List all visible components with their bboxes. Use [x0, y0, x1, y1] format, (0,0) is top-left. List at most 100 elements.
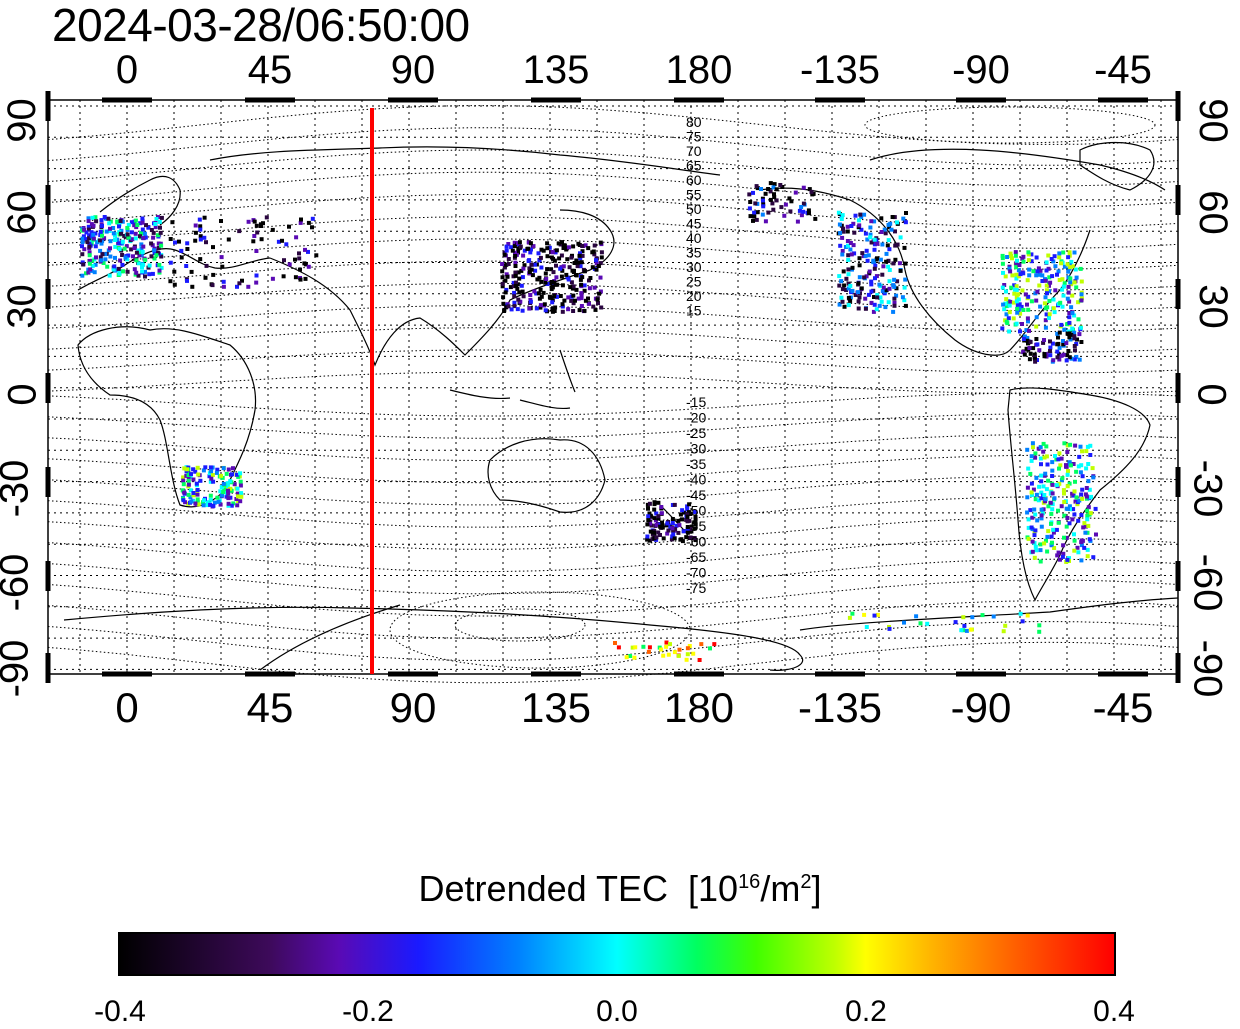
- tec-point: [500, 275, 505, 280]
- tec-point: [238, 483, 243, 488]
- tec-point: [1056, 269, 1061, 274]
- tec-point: [1070, 326, 1075, 331]
- tec-point: [1060, 554, 1065, 559]
- tec-point: [220, 264, 225, 269]
- tec-point: [806, 208, 811, 213]
- tec-point: [539, 265, 544, 270]
- tec-point: [1028, 508, 1033, 513]
- tec-point: [1069, 259, 1074, 264]
- tec-point: [1020, 619, 1025, 624]
- tec-point: [1061, 342, 1066, 347]
- tec-point: [303, 247, 307, 252]
- tec-point: [236, 494, 240, 499]
- tec-point: [144, 223, 148, 228]
- tec-point: [903, 220, 908, 225]
- tec-point: [893, 229, 897, 234]
- tec-point: [1027, 267, 1032, 272]
- tec-point: [510, 248, 515, 253]
- tec-point: [560, 302, 565, 307]
- tec-point: [281, 274, 286, 279]
- tec-point: [1066, 290, 1071, 295]
- tec-point: [133, 231, 138, 236]
- tec-point: [582, 288, 587, 293]
- tec-point: [123, 255, 128, 260]
- tec-point: [566, 307, 571, 312]
- tec-point: [692, 520, 697, 525]
- tec-point: [1010, 256, 1014, 261]
- tec-point: [809, 189, 814, 194]
- tec-point: [299, 217, 303, 222]
- tec-point: [95, 240, 100, 245]
- tec-point: [841, 226, 845, 231]
- tec-point: [576, 260, 581, 265]
- tec-point: [1048, 280, 1053, 285]
- tec-point: [759, 187, 763, 191]
- tec-point: [184, 469, 189, 474]
- tec-point: [661, 653, 666, 658]
- tec-point: [1037, 629, 1042, 634]
- tec-point: [221, 490, 226, 495]
- tec-point: [520, 308, 525, 313]
- tec-point: [1031, 269, 1036, 274]
- tec-point: [566, 277, 571, 282]
- tec-point: [560, 304, 565, 309]
- tec-point: [100, 223, 104, 228]
- tec-point: [117, 241, 122, 246]
- colorbar-tick-label: 0.4: [1093, 995, 1135, 1028]
- tec-point: [211, 245, 215, 250]
- tec-point: [860, 251, 865, 256]
- tec-point: [580, 244, 585, 248]
- tec-point: [1012, 291, 1017, 296]
- contour-label: -75: [686, 580, 706, 596]
- tec-point: [1034, 255, 1039, 260]
- tec-point: [867, 269, 872, 274]
- tec-point: [893, 243, 898, 248]
- tec-point: [771, 185, 776, 190]
- tec-point: [504, 272, 509, 277]
- tec-point: [1046, 253, 1051, 258]
- tec-point: [89, 230, 94, 235]
- tec-point: [140, 220, 145, 225]
- tec-point: [880, 289, 885, 294]
- tec-point: [1035, 518, 1040, 523]
- tec-point: [122, 246, 127, 251]
- tec-point: [685, 530, 690, 535]
- tec-point: [753, 201, 758, 206]
- tec-point: [252, 219, 257, 224]
- tec-point: [1049, 511, 1054, 516]
- tec-point: [1033, 451, 1038, 456]
- tec-point: [813, 216, 818, 221]
- tec-point: [647, 511, 652, 516]
- tec-point: [156, 241, 161, 246]
- tec-point: [848, 241, 853, 245]
- tec-point: [235, 491, 240, 496]
- tec-point: [1070, 517, 1075, 522]
- tec-point: [182, 466, 187, 471]
- tec-point: [1085, 508, 1090, 513]
- tec-point: [513, 260, 518, 265]
- tec-point: [853, 293, 858, 297]
- tec-point: [149, 228, 154, 232]
- tec-point: [208, 493, 213, 498]
- tec-point: [1034, 315, 1039, 320]
- tec-point: [1015, 310, 1020, 315]
- tec-point: [579, 260, 584, 265]
- tec-point: [1048, 349, 1052, 354]
- tec-point: [1025, 510, 1030, 515]
- tec-point: [882, 227, 887, 232]
- tec-point: [136, 248, 141, 253]
- tec-point: [871, 258, 876, 263]
- tec-point: [884, 251, 889, 256]
- tec-point: [141, 236, 146, 241]
- tec-point: [1083, 492, 1088, 497]
- tec-point: [884, 259, 889, 264]
- tec-point: [170, 220, 175, 225]
- tec-point: [1007, 303, 1012, 308]
- tec-point: [121, 269, 126, 274]
- tec-point: [534, 291, 539, 296]
- tec-point: [1062, 327, 1067, 332]
- tec-point: [518, 244, 523, 249]
- tec-point: [895, 220, 899, 225]
- tec-point: [500, 262, 505, 266]
- tec-point: [1042, 354, 1047, 359]
